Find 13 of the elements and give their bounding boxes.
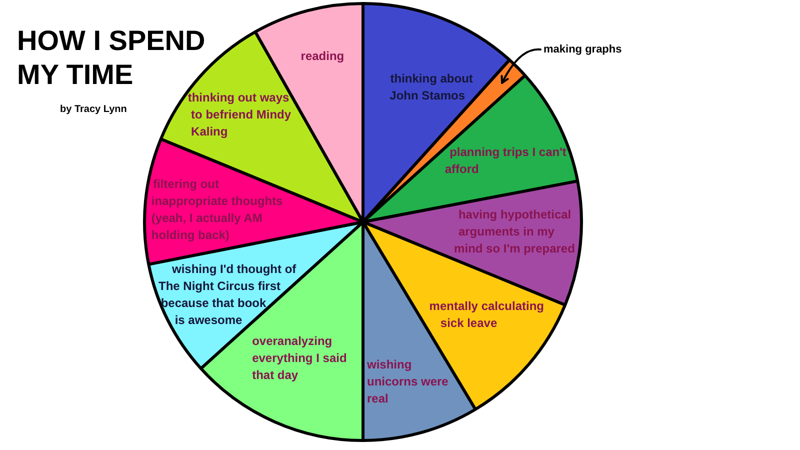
slice-label: overanalyzing everything I said that day (252, 334, 347, 382)
slice-label: reading (300, 48, 344, 63)
slice-label: making graphs (544, 44, 622, 56)
slice-label: wishing I'd thought of The Night Circus first because that book is awesome (158, 262, 298, 328)
slice-label: wishing unicorns were real (366, 357, 449, 406)
slice-label: mentally calculating sick leave (429, 299, 544, 330)
slice-label: planning trips I can't afford (444, 144, 566, 176)
slice-label: having hypothetical arguments in my mind so I'm prepared (454, 208, 575, 256)
text: HOW I SPEND MY TIME (17, 24, 206, 92)
slice-label: filtering out inappropriate thoughts (yeah, I actually AM holding back) (151, 177, 284, 242)
slice-label: thinking out ways to befriend Mindy Kaling (188, 90, 292, 138)
slice-label: thinking about John Stamos (390, 72, 473, 103)
text: by Tracy Lynn (60, 103, 127, 117)
